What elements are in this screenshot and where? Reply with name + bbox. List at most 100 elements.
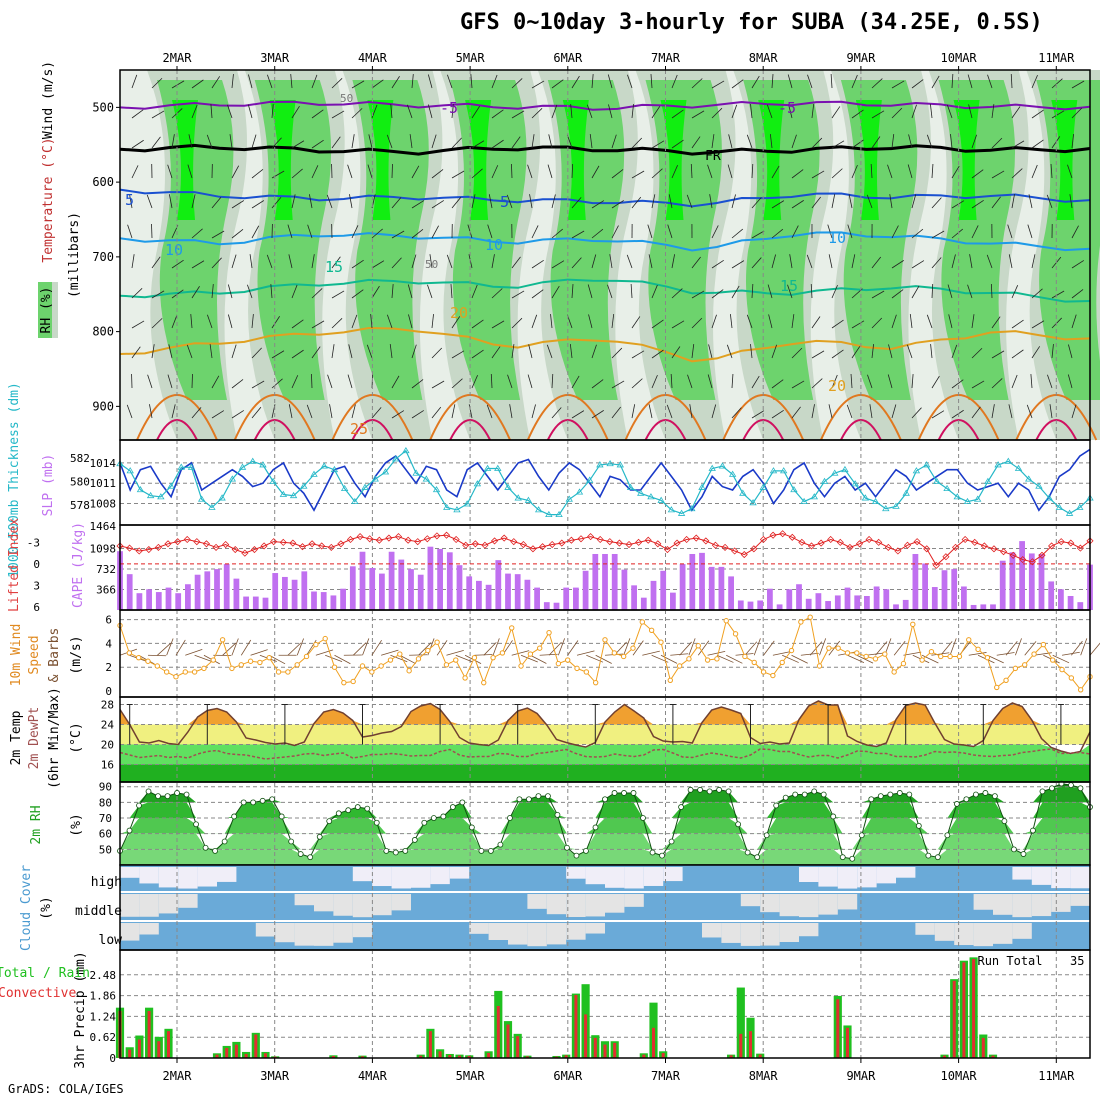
wind-barb — [511, 290, 525, 299]
rh-band-green — [743, 80, 820, 400]
lifted-marker — [462, 541, 470, 549]
lifted-marker — [442, 531, 451, 539]
wind-barb — [511, 256, 521, 269]
wind-barb — [771, 409, 784, 419]
wind-barb — [1051, 344, 1054, 359]
cape-bar — [563, 587, 570, 610]
cape-bar — [1058, 589, 1064, 610]
cape-bar — [340, 588, 346, 610]
rh-band-bright — [367, 100, 394, 220]
cape-bar — [699, 552, 705, 610]
cape-bar — [155, 592, 162, 610]
wind-barb — [907, 164, 913, 179]
cape-bar — [670, 592, 676, 610]
wind-barb — [1011, 140, 1025, 149]
wind-barb — [691, 78, 703, 89]
wind-barb — [1011, 285, 1019, 299]
cape-bar — [126, 574, 133, 610]
wind-barb — [707, 374, 713, 389]
wind-barb — [471, 168, 483, 179]
rh-marker — [307, 854, 314, 861]
cloud-clear-cell — [178, 867, 198, 889]
precip-convective-bar — [603, 1044, 607, 1058]
date-label-top: 9MAR — [846, 51, 876, 65]
wind-barb — [787, 284, 793, 299]
rh-marker — [316, 833, 323, 840]
wind-barb-10m — [1089, 642, 1100, 656]
wind-barb — [851, 254, 856, 269]
wind-marker — [191, 669, 198, 675]
wind-marker — [900, 660, 907, 667]
lifted-marker — [980, 542, 988, 550]
wind-barb — [311, 288, 323, 299]
rh-marker — [630, 790, 637, 796]
wind-marker — [592, 679, 599, 686]
wind-barb — [887, 164, 893, 179]
wind-barb — [311, 139, 324, 149]
wind-marker — [154, 663, 161, 669]
wind-barb — [726, 344, 733, 359]
wind-barb — [227, 104, 233, 119]
wind-barb — [331, 256, 341, 269]
wind-barb — [491, 139, 504, 149]
wind-barb — [1067, 374, 1073, 389]
wind-barb — [127, 224, 133, 239]
rh-marker — [392, 849, 399, 856]
rh-marker — [1020, 851, 1027, 857]
wind-barb — [911, 260, 925, 269]
lifted-marker — [788, 533, 796, 541]
rh-marker — [877, 793, 884, 799]
wind-barb-10m — [325, 654, 343, 663]
precip-convective-bar — [661, 1052, 665, 1058]
ylabel-wind10: 10m Wind — [9, 624, 24, 687]
cloud-clear-cell — [605, 867, 625, 888]
wind-barb — [371, 228, 383, 239]
lifted-marker — [567, 536, 575, 544]
thickness-marker — [1076, 503, 1084, 510]
cloud-clear-cell — [469, 923, 489, 934]
cape-bar — [815, 593, 822, 610]
wind-barb — [971, 225, 979, 239]
precip-convective-bar — [584, 1014, 588, 1058]
wind-marker — [639, 619, 646, 625]
wind-marker — [303, 653, 310, 660]
lifted-index-line — [119, 533, 1091, 567]
wind-barb — [871, 78, 883, 89]
wind-barb — [1051, 110, 1065, 119]
rh-marker — [915, 822, 922, 829]
cloud-clear-cell — [566, 867, 586, 879]
rh-marker — [896, 790, 903, 796]
wind-barb-10m — [166, 638, 174, 656]
precip-convective-bar — [487, 1052, 491, 1058]
wind-marker — [966, 637, 972, 643]
wind-barb — [386, 134, 393, 149]
cloud-clear-cell — [314, 894, 334, 912]
rh-marker — [373, 819, 380, 826]
thickness-marker — [994, 461, 1002, 468]
wind-barb-10m — [670, 653, 689, 656]
rh-marker — [487, 848, 494, 854]
wind-marker — [397, 651, 403, 657]
wind-barb — [651, 194, 656, 209]
wind-barb-10m — [492, 638, 500, 656]
cape-bar — [252, 596, 259, 610]
thickness-marker — [351, 497, 359, 505]
wind-marker — [219, 637, 226, 643]
run-total-value: 35 — [1070, 954, 1084, 968]
wind-marker — [704, 657, 711, 663]
wind-barb — [231, 379, 244, 389]
thickness-marker — [524, 496, 533, 503]
wind-barb — [867, 374, 873, 389]
wind-barb — [771, 200, 785, 209]
precip-convective-bar — [254, 1034, 258, 1058]
wind-marker — [574, 665, 580, 672]
wind-barb — [491, 254, 495, 269]
pressure-tick-label: 800 — [92, 325, 114, 339]
wind-barb — [531, 404, 536, 419]
wind-marker — [425, 647, 431, 654]
wind-barb — [891, 107, 903, 119]
wind-barb — [871, 136, 881, 149]
wind-marker — [173, 674, 179, 680]
lifted-marker — [250, 545, 259, 554]
wind-barb — [511, 110, 525, 119]
